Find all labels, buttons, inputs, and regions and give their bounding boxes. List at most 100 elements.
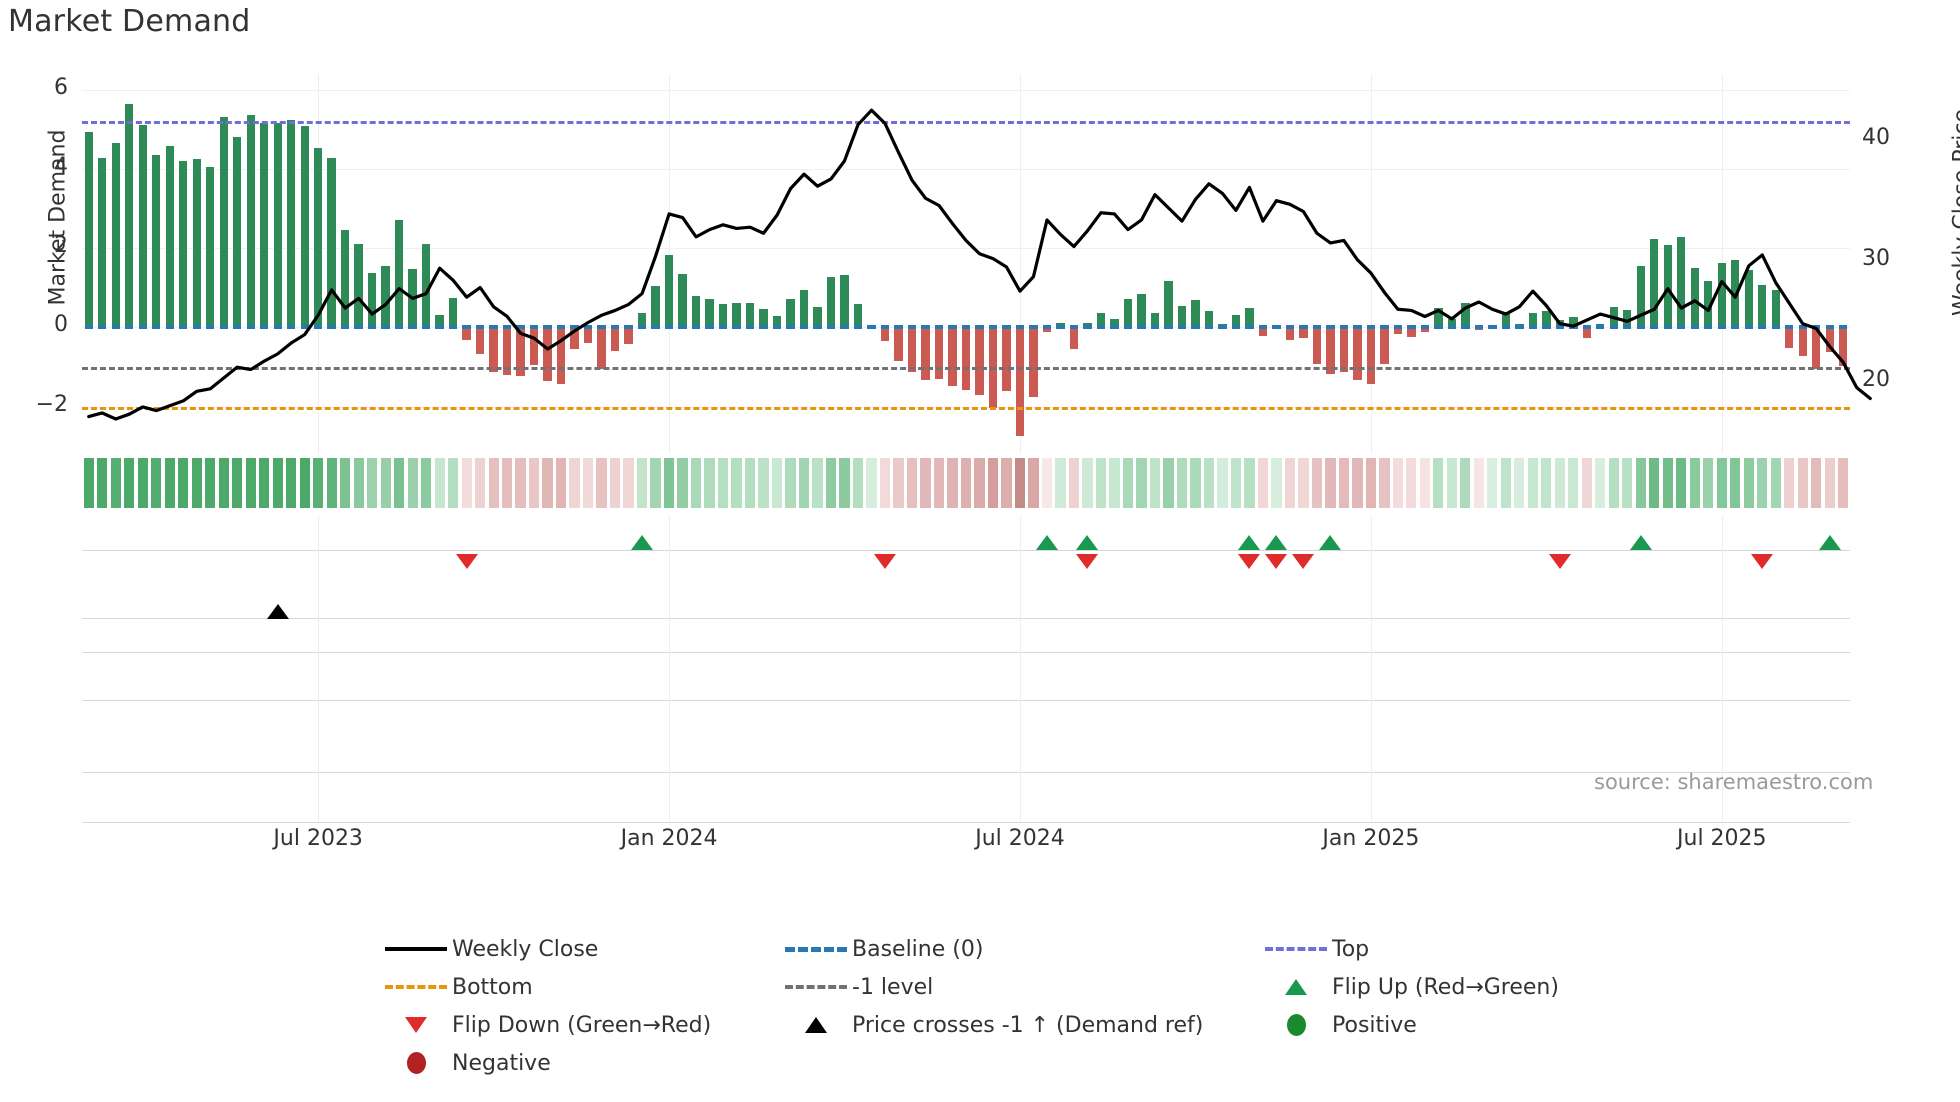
demand-bar (1758, 284, 1767, 328)
demand-bar (421, 244, 431, 328)
demand-bar (1825, 327, 1834, 352)
demand-bar (1569, 317, 1578, 328)
x-tick-label: Jul 2023 (273, 826, 363, 851)
demand-bar (556, 327, 566, 384)
heatmap-cell (1703, 458, 1714, 508)
baseline-cap (1407, 325, 1416, 330)
heatmap-cell (1203, 458, 1215, 508)
heatmap-cell (434, 458, 445, 508)
baseline-cap (84, 325, 93, 330)
baseline-cap (1164, 325, 1173, 330)
line-dotted-icon (780, 985, 852, 989)
baseline-cap (1272, 325, 1281, 330)
baseline-cap (489, 325, 498, 330)
heatmap-cell (1109, 458, 1120, 508)
heatmap-cell (286, 458, 297, 508)
heatmap-cell (353, 458, 364, 508)
baseline-cap (300, 325, 309, 330)
legend-item[interactable]: Bottom (380, 968, 780, 1006)
baseline-cap (1582, 325, 1591, 330)
demand-bar (246, 114, 255, 328)
baseline-cap (111, 325, 120, 330)
heatmap-cell (1487, 458, 1498, 508)
demand-bar (516, 327, 525, 376)
baseline-cap (1798, 325, 1807, 330)
flip-up-marker (1076, 535, 1099, 550)
demand-bar (1690, 267, 1699, 328)
demand-bar (475, 327, 485, 355)
heatmap-cell (717, 458, 729, 508)
legend-item[interactable]: Flip Up (Red→Green) (1260, 968, 1630, 1006)
heatmap-cell (515, 458, 526, 508)
heatmap-cell (1041, 458, 1053, 508)
heatmap-cell (1352, 458, 1363, 508)
baseline-cap (772, 325, 782, 330)
baseline-cap (354, 325, 363, 330)
demand-bar (1231, 314, 1241, 328)
heatmap-cell (852, 458, 864, 508)
demand-bar (1636, 265, 1645, 328)
legend-item[interactable]: Flip Down (Green→Red) (380, 1006, 780, 1044)
baseline-cap (327, 325, 336, 330)
legend-item[interactable]: Price crosses -1 ↑ (Demand ref) (780, 1006, 1260, 1044)
legend-item[interactable]: Weekly Close (380, 930, 780, 968)
heatmap-cell (1568, 458, 1579, 508)
baseline-cap (840, 325, 849, 330)
demand-bar (1245, 308, 1254, 328)
heatmap-cell (1689, 458, 1700, 508)
demand-bar (1623, 309, 1632, 328)
heatmap-cell (582, 458, 594, 508)
heatmap-cell (1716, 458, 1727, 508)
flip-down-marker (1265, 554, 1288, 569)
baseline-cap (759, 325, 768, 330)
baseline-cap (273, 325, 282, 330)
gridline-vertical (1721, 516, 1723, 652)
heatmap-cell (744, 458, 756, 508)
heatmap-cell (1500, 458, 1511, 508)
legend-item[interactable]: Top (1260, 930, 1630, 968)
legend-item[interactable]: Negative (380, 1044, 780, 1082)
demand-bar (138, 125, 147, 328)
line-dashed-icon (780, 946, 852, 952)
demand-bar (1110, 318, 1119, 328)
heatmap-cell (1068, 458, 1080, 508)
legend-item[interactable]: Positive (1260, 1006, 1630, 1044)
baseline-cap (1380, 325, 1389, 330)
baseline-cap (1501, 325, 1511, 330)
heatmap-cell (596, 458, 607, 508)
heatmap-cell (448, 458, 459, 508)
baseline-cap (718, 325, 728, 330)
legend-item[interactable]: Baseline (0) (780, 930, 1260, 968)
demand-bar (1798, 327, 1807, 356)
heatmap-cell (609, 458, 621, 508)
demand-bar (637, 313, 647, 328)
heatmap-cell (893, 458, 904, 508)
baseline-cap (894, 325, 903, 330)
baseline-cap (246, 325, 255, 330)
demand-bar (1042, 327, 1052, 333)
legend-label: Flip Up (Red→Green) (1332, 974, 1559, 1000)
legend-label: -1 level (852, 974, 934, 1000)
baseline-cap (152, 325, 161, 330)
flip-up-marker (631, 535, 654, 550)
baseline-cap (570, 325, 579, 330)
demand-bar (1663, 245, 1672, 328)
demand-bar (98, 157, 107, 328)
heatmap-cell (1838, 458, 1849, 508)
demand-bar (327, 157, 336, 328)
heatmap-cell (1136, 458, 1147, 508)
heatmap-cell (1190, 458, 1201, 508)
legend-item[interactable]: -1 level (780, 968, 1260, 1006)
demand-bar (894, 327, 903, 361)
demand-bar (799, 289, 809, 328)
y-tick-left: 2 (54, 233, 68, 259)
gridline-horizontal (82, 406, 1850, 408)
heatmap-cell (502, 458, 513, 508)
heatmap-cell (83, 458, 94, 508)
main-chart-panel (82, 74, 1872, 454)
baseline-cap (1083, 325, 1092, 330)
heatmap-cell (124, 458, 135, 508)
heatmap-cell (475, 458, 486, 508)
baseline-cap (1636, 325, 1645, 330)
baseline-cap (1420, 325, 1430, 330)
